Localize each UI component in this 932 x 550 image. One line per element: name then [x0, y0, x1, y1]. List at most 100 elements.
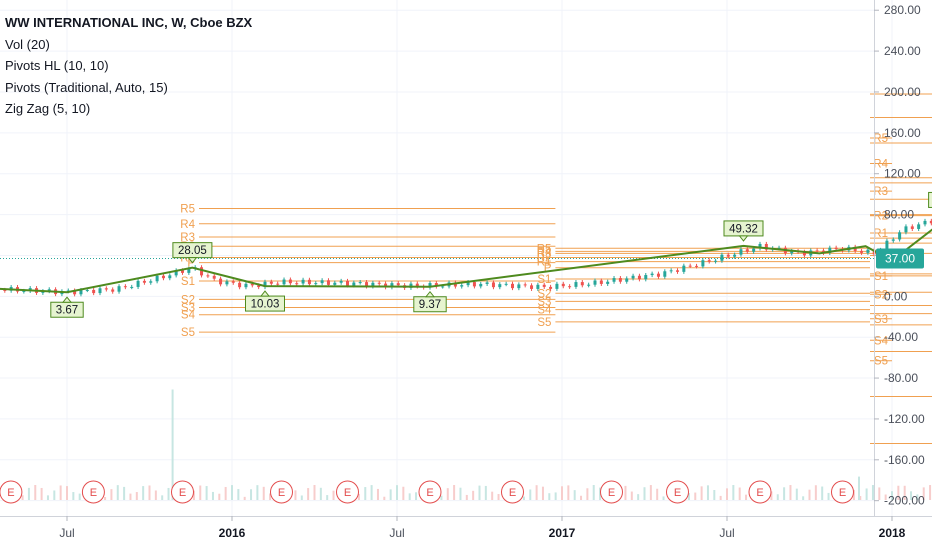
volume-bar	[859, 496, 862, 500]
zigzag-label: 3.67	[50, 296, 84, 318]
earnings-marker[interactable]	[81, 480, 105, 504]
volume-bar	[110, 489, 113, 500]
candle-body	[587, 284, 591, 286]
volume-bar	[745, 494, 748, 500]
last-price-tag: 37.00	[876, 248, 924, 269]
candle-body	[663, 271, 667, 277]
pivot-label: R2	[537, 252, 552, 264]
earnings-marker[interactable]	[270, 480, 293, 504]
volume-bar	[167, 487, 170, 500]
zigzag-label: 10.03	[245, 290, 285, 312]
candle-body	[415, 283, 419, 287]
volume-bar	[53, 490, 56, 500]
earnings-marker[interactable]	[831, 480, 854, 504]
volume-bar	[59, 485, 62, 500]
volume-bar	[871, 485, 874, 500]
candle-body	[637, 275, 641, 280]
volume-bar	[205, 486, 208, 500]
legend-indicator-zigzag[interactable]: Zig Zag (5, 10)	[5, 101, 91, 116]
candle-body	[428, 283, 432, 288]
candle-body	[891, 239, 895, 241]
pivot-label: S2	[181, 294, 195, 306]
volume-bar	[878, 487, 881, 500]
earnings-markers[interactable]: EEEEEEEEEEEE	[0, 480, 854, 504]
volume-bar	[72, 492, 75, 500]
candle-body	[726, 254, 730, 257]
volume-bar	[891, 491, 893, 500]
volume-bar	[294, 490, 297, 500]
volume-bar	[376, 488, 379, 500]
earnings-marker[interactable]	[0, 480, 23, 504]
earnings-marker[interactable]	[171, 480, 194, 504]
earnings-marker[interactable]	[501, 480, 524, 504]
price-tick-label: -160.00	[884, 453, 925, 467]
volume-bar	[770, 491, 773, 500]
volume-bar	[789, 485, 792, 500]
volume-bar	[453, 485, 456, 500]
candle-body	[745, 249, 749, 252]
earnings-marker[interactable]	[600, 480, 623, 504]
price-tick-label: 200.00	[884, 85, 921, 99]
candle-body	[390, 283, 394, 288]
time-tick-label: 2018	[879, 526, 906, 540]
legend-indicator-pivots-traditional[interactable]: Pivots (Traditional, Auto, 15)	[5, 79, 168, 95]
pivot-label: S4	[181, 310, 196, 322]
candle-body	[371, 282, 375, 287]
candle-body	[326, 280, 330, 285]
volume-bar	[586, 488, 589, 500]
volume-bar	[472, 490, 475, 500]
candle-body	[85, 289, 89, 291]
candle-body	[606, 281, 610, 284]
earnings-marker[interactable]	[336, 480, 359, 504]
legend-indicator-volume[interactable]: Vol (20)	[5, 36, 50, 52]
pivot-label: R4	[537, 246, 552, 258]
candle-body	[485, 282, 489, 284]
candle-body	[676, 270, 679, 272]
volume-bar	[104, 496, 107, 500]
candle-body	[853, 246, 857, 251]
candle-body	[3, 289, 7, 291]
volume-bar	[269, 493, 272, 500]
candle-body	[517, 284, 521, 289]
candle-body	[301, 279, 305, 284]
earnings-marker-label: E	[344, 487, 351, 499]
pivot-label: S4	[537, 305, 552, 317]
volume-bar	[630, 491, 633, 500]
zigzag-label-pointer	[259, 290, 271, 297]
legend-indicator-pivots-hl[interactable]: Pivots HL (10, 10)	[5, 58, 109, 73]
pivot-label: S5	[874, 356, 888, 368]
price-tick-label: 280.00	[884, 3, 921, 17]
candle-body	[282, 279, 286, 285]
pivot-label: S1	[537, 274, 551, 286]
candle-body	[599, 280, 603, 284]
volume-bar	[332, 490, 335, 500]
price-axis[interactable]: -200.00-160.00-120.00-80.00-40.000.0040.…	[874, 3, 925, 508]
volume-bar	[408, 493, 411, 500]
earnings-marker[interactable]	[418, 480, 442, 504]
earnings-marker-label: E	[7, 487, 14, 499]
volume-bar	[123, 486, 126, 500]
earnings-marker[interactable]	[748, 480, 772, 504]
candle-body	[441, 286, 445, 288]
candle-body	[815, 250, 819, 252]
earnings-marker[interactable]	[666, 480, 689, 504]
candle-body	[231, 281, 235, 283]
pivot-label: P	[544, 263, 552, 275]
volume-bar	[231, 485, 233, 500]
candle-body	[434, 283, 438, 287]
candle-body	[250, 283, 254, 286]
volume-bar	[624, 485, 627, 500]
candle-body	[885, 240, 889, 250]
time-tick-label: 2017	[549, 526, 576, 540]
volume-bar	[446, 488, 449, 500]
symbol-title[interactable]: WW INTERNATIONAL INC, W, Cboe BZX	[5, 15, 253, 30]
zigzag-label-box	[928, 191, 932, 208]
time-axis[interactable]: Jul2016Jul2017Jul2018Jul2019Jul2020	[59, 516, 932, 540]
candle-body	[555, 283, 559, 289]
candle-body	[656, 273, 660, 277]
candle-body	[161, 275, 165, 279]
candle-body	[149, 281, 153, 283]
volume-bar	[135, 492, 138, 500]
volume-bar	[808, 489, 811, 500]
